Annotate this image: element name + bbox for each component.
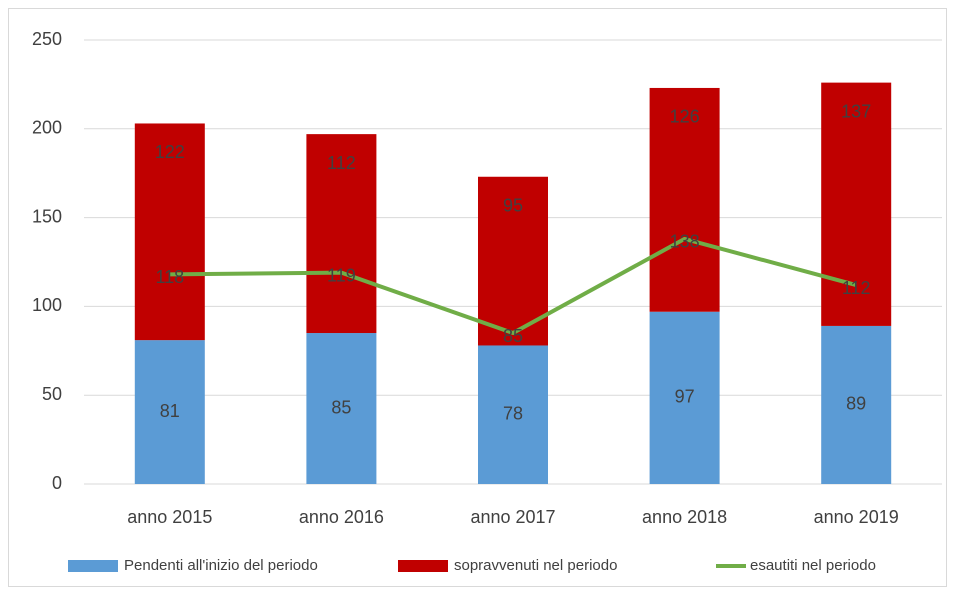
legend-swatch [68,560,118,572]
x-tick-label: anno 2018 [642,507,727,527]
legend-swatch [398,560,448,572]
data-label: 95 [503,196,523,216]
data-label: 122 [155,142,185,162]
bar-segment [821,325,892,484]
bar-segment [649,87,720,312]
data-label: 78 [503,403,523,423]
bar-segment [306,134,377,334]
y-tick-label: 100 [32,295,62,315]
bar-segment [306,333,377,484]
bar-segment [134,123,205,341]
legend-label: sopravvenuti nel periodo [454,557,617,574]
data-label: 138 [670,232,700,252]
data-label: 85 [503,326,523,346]
y-tick-label: 50 [42,384,62,404]
legend-label: Pendenti all'inizio del periodo [124,557,318,574]
y-tick-label: 150 [32,206,62,226]
y-tick-label: 200 [32,118,62,138]
legend-label: esautiti nel periodo [750,557,876,574]
data-label: 118 [155,267,184,287]
data-label: 126 [670,107,700,127]
x-tick-label: anno 2019 [814,507,899,527]
data-label: 89 [846,394,866,414]
x-tick-label: anno 2016 [299,507,384,527]
line-series [169,236,857,336]
x-tick-label: anno 2015 [127,507,212,527]
bar-segment [649,311,720,484]
data-label: 137 [841,101,871,121]
data-label: 81 [160,401,180,421]
data-label: 112 [327,153,356,173]
data-label: 85 [331,397,351,417]
data-label: 112 [842,278,871,298]
data-label: 97 [675,387,695,407]
bar-segment [478,176,548,346]
y-tick-label: 250 [32,29,62,49]
y-tick-label: 0 [52,473,62,493]
data-label: 119 [327,265,356,285]
bar-segment [134,340,205,484]
x-tick-label: anno 2017 [470,507,555,527]
bar-segment [478,345,548,484]
bar-segment [821,82,892,326]
